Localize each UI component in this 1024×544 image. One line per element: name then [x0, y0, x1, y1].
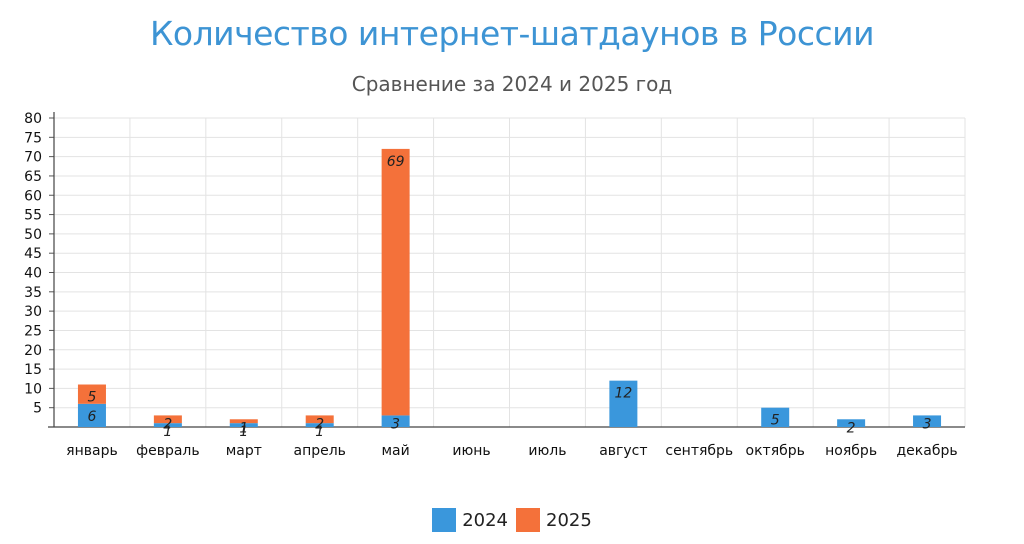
x-tick-label-сентябрь: сентябрь [665, 443, 733, 459]
y-tick-label-60: 60 [24, 188, 42, 204]
x-tick-label-октябрь: октябрь [746, 443, 805, 459]
bar-2025-май [381, 148, 410, 416]
x-tick-label-апрель: апрель [293, 443, 345, 459]
x-tick-label-февраль: февраль [136, 443, 200, 459]
bar-2025-апрель [305, 415, 334, 424]
legend-swatch-2024 [432, 508, 457, 532]
bar-2025-февраль [153, 415, 182, 424]
y-tick-label-35: 35 [24, 285, 42, 301]
bar-2024-май [381, 415, 410, 427]
data-label-2024-ноябрь: 2 [847, 420, 856, 436]
bar-chart: 510152025303540455055606570758065январь1… [24, 111, 966, 459]
y-tick-label-80: 80 [24, 111, 42, 127]
legend-item-2024: 2024 [432, 508, 508, 532]
chart-legend: 2024 2025 [0, 508, 1024, 532]
data-label-2024-январь: 6 [87, 409, 96, 425]
x-tick-label-август: август [599, 443, 647, 459]
data-label-2025-февраль: 2 [163, 416, 172, 432]
legend-label-2024: 2024 [462, 509, 508, 531]
y-tick-label-55: 55 [24, 208, 42, 224]
data-label-2024-декабрь: 3 [923, 416, 932, 432]
y-tick-label-20: 20 [24, 343, 42, 359]
data-label-2024-октябрь: 5 [771, 413, 780, 429]
x-tick-label-май: май [382, 443, 410, 459]
x-tick-label-март: март [226, 443, 262, 459]
bar-2024-октябрь [761, 407, 790, 427]
x-tick-label-январь: январь [66, 443, 118, 459]
legend-item-2025: 2025 [516, 508, 592, 532]
data-label-2024-май: 3 [391, 416, 400, 432]
x-tick-label-ноябрь: ноябрь [825, 443, 877, 459]
data-label-2024-март: 1 [239, 424, 248, 440]
legend-swatch-2025 [516, 508, 540, 532]
bar-2024-январь [77, 403, 106, 427]
x-tick-label-июнь: июнь [452, 443, 490, 459]
y-tick-label-50: 50 [24, 227, 42, 243]
data-label-2024-февраль: 1 [163, 424, 172, 440]
legend-label-2025: 2025 [546, 509, 592, 531]
y-tick-label-70: 70 [24, 150, 42, 166]
data-label-2025-май: 69 [387, 154, 405, 170]
bar-2024-ноябрь [837, 419, 866, 427]
data-label-2025-январь: 5 [87, 390, 96, 406]
bar-2025-январь [77, 384, 106, 404]
y-tick-label-10: 10 [24, 381, 42, 397]
y-tick-label-40: 40 [24, 266, 42, 282]
data-label-2025-апрель: 2 [315, 416, 324, 432]
y-tick-label-30: 30 [24, 304, 42, 320]
bar-2024-март [229, 423, 258, 427]
bar-2024-август [609, 380, 638, 427]
y-tick-label-45: 45 [24, 246, 42, 262]
bar-2024-февраль [153, 423, 182, 427]
x-tick-label-июль: июль [528, 443, 566, 459]
chart-title: Количество интернет-шатдаунов в России [149, 14, 875, 53]
y-tick-label-5: 5 [33, 401, 42, 417]
y-tick-label-15: 15 [24, 362, 42, 378]
data-label-2024-апрель: 1 [315, 424, 324, 440]
bar-2024-апрель [305, 423, 334, 427]
chart-subtitle: Сравнение за 2024 и 2025 год [351, 72, 673, 96]
data-label-2024-август: 12 [614, 386, 632, 402]
y-tick-label-65: 65 [24, 169, 42, 185]
data-label-2025-март: 1 [239, 420, 248, 436]
y-tick-label-25: 25 [24, 323, 42, 339]
x-tick-label-декабрь: декабрь [896, 443, 957, 459]
bar-2024-декабрь [913, 415, 942, 427]
y-tick-label-75: 75 [24, 130, 42, 146]
bar-2025-март [229, 419, 258, 424]
